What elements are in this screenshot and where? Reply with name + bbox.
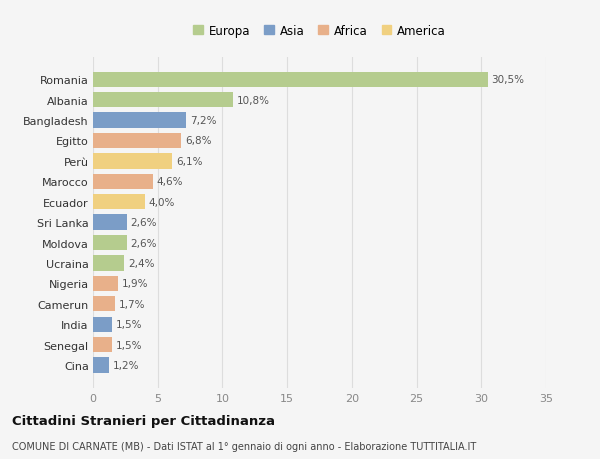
Text: 1,2%: 1,2% [112, 360, 139, 370]
Text: 7,2%: 7,2% [190, 116, 217, 126]
Bar [93, 235, 127, 251]
Text: 2,4%: 2,4% [128, 258, 154, 269]
Text: 1,9%: 1,9% [121, 279, 148, 289]
Text: 30,5%: 30,5% [491, 75, 524, 85]
Bar [93, 174, 152, 190]
Text: COMUNE DI CARNATE (MB) - Dati ISTAT al 1° gennaio di ogni anno - Elaborazione TU: COMUNE DI CARNATE (MB) - Dati ISTAT al 1… [12, 441, 476, 451]
Text: 2,6%: 2,6% [131, 238, 157, 248]
Bar [93, 73, 488, 88]
Text: 6,1%: 6,1% [176, 157, 202, 167]
Bar [93, 134, 181, 149]
Bar [93, 113, 186, 129]
Text: 1,5%: 1,5% [116, 340, 143, 350]
Text: 4,0%: 4,0% [149, 197, 175, 207]
Bar [93, 358, 109, 373]
Text: 6,8%: 6,8% [185, 136, 211, 146]
Bar [93, 93, 233, 108]
Text: 2,6%: 2,6% [131, 218, 157, 228]
Text: 10,8%: 10,8% [236, 95, 269, 106]
Text: 4,6%: 4,6% [157, 177, 183, 187]
Bar [93, 317, 112, 332]
Bar [93, 195, 145, 210]
Legend: Europa, Asia, Africa, America: Europa, Asia, Africa, America [188, 20, 451, 43]
Bar [93, 276, 118, 291]
Text: 1,7%: 1,7% [119, 299, 145, 309]
Bar [93, 215, 127, 230]
Bar [93, 256, 124, 271]
Bar [93, 337, 112, 353]
Bar [93, 154, 172, 169]
Text: 1,5%: 1,5% [116, 319, 143, 330]
Text: Cittadini Stranieri per Cittadinanza: Cittadini Stranieri per Cittadinanza [12, 414, 275, 428]
Bar [93, 297, 115, 312]
